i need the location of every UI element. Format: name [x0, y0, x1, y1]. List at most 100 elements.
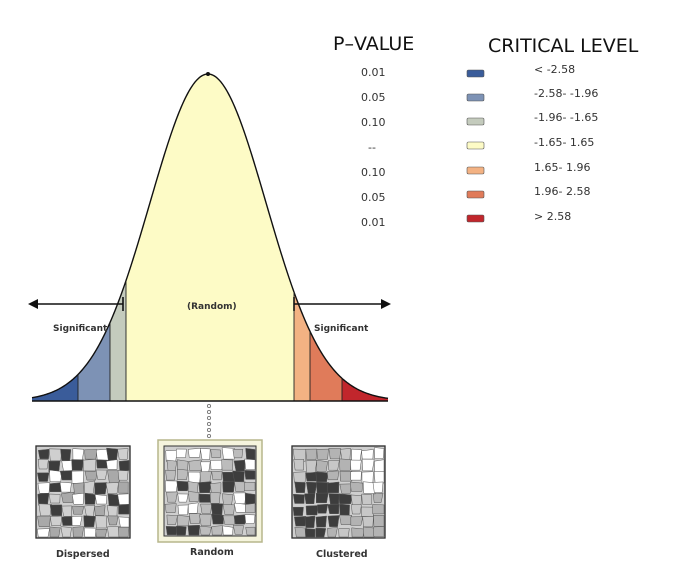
- map-cell: [84, 449, 98, 460]
- map-cell: [350, 516, 364, 526]
- map-cell: [72, 505, 85, 515]
- map-cell: [117, 481, 129, 494]
- p-value-header: P–VALUE: [333, 33, 414, 55]
- map-cell: [95, 528, 108, 538]
- map-cell: [351, 527, 365, 538]
- map-cell: [305, 448, 318, 461]
- map-cell: [222, 504, 236, 515]
- map-cell: [362, 481, 377, 494]
- map-cell: [327, 504, 340, 514]
- map-cell: [211, 525, 224, 536]
- map-cell: [209, 492, 221, 504]
- map-cell: [292, 448, 307, 462]
- map-cell: [327, 481, 340, 494]
- critical-level-header: CRITICAL LEVEL: [488, 35, 639, 57]
- map-random: [157, 439, 263, 543]
- map-cell: [339, 458, 352, 471]
- region-2.58-1.96: [78, 322, 110, 401]
- map-cell: [306, 481, 318, 494]
- map-cell: [350, 459, 362, 471]
- map-cell: [106, 447, 119, 461]
- map-cell: [361, 506, 375, 517]
- bell-curve: [31, 72, 389, 402]
- map-cell: [373, 515, 385, 527]
- map-cell: [304, 528, 316, 538]
- map-cell: [210, 449, 221, 459]
- map-cell: [49, 482, 63, 492]
- map-cell: [293, 459, 304, 471]
- legend-swatch: [466, 69, 485, 78]
- map-cell: [176, 525, 187, 536]
- map-cell: [71, 492, 84, 505]
- map-cell: [211, 513, 224, 525]
- map-cell: [200, 461, 211, 473]
- map-cell: [118, 504, 130, 515]
- map-cell: [362, 526, 375, 538]
- map-cell: [71, 459, 84, 471]
- map-cell: [210, 459, 223, 470]
- map-cell: [233, 502, 248, 513]
- curve-outline: [31, 73, 389, 400]
- map-cell: [245, 448, 256, 461]
- map-cell: [37, 492, 50, 506]
- map-cell: [118, 516, 130, 528]
- map-cell: [222, 480, 235, 493]
- map-cell: [72, 526, 85, 538]
- map-cell: [315, 492, 329, 504]
- left-significance-arrow: [28, 297, 124, 311]
- p-value-item: 0.10: [361, 116, 386, 129]
- map-cell: [304, 493, 316, 504]
- right-significant-label: Significant: [314, 324, 369, 334]
- map-cell: [177, 504, 189, 516]
- map-cell: [177, 515, 190, 527]
- map-cell: [372, 481, 384, 493]
- legend-label: -2.58- -1.96: [534, 87, 598, 100]
- map-cell: [83, 527, 97, 538]
- map-cell: [316, 460, 328, 472]
- map-cell: [362, 516, 374, 528]
- legend-label: 1.96- 2.58: [534, 185, 590, 198]
- map-cell: [37, 528, 50, 538]
- map-cell: [373, 526, 385, 537]
- map-cell: [200, 503, 212, 514]
- map-cell: [244, 492, 256, 506]
- region-1.96-2.58: [310, 331, 342, 401]
- map-cell: [233, 459, 246, 472]
- map-cell: [50, 515, 63, 526]
- map-cell: [83, 480, 95, 494]
- map-cell: [38, 503, 52, 517]
- map-cell: [198, 481, 212, 493]
- map-cell: [176, 480, 190, 491]
- map-cell: [232, 470, 245, 482]
- map-cell: [315, 527, 327, 538]
- map-cell: [95, 515, 108, 529]
- map-cell: [118, 460, 130, 471]
- region-1.96-1.65: [110, 280, 126, 401]
- map-cell: [83, 515, 96, 528]
- p-value-item: 0.10: [361, 166, 386, 179]
- map-cell: [71, 470, 84, 484]
- legend-swatch: [466, 141, 485, 150]
- map-cell: [94, 494, 108, 505]
- map-cell: [49, 526, 61, 538]
- map-cell: [187, 481, 199, 494]
- map-cell: [48, 493, 61, 504]
- map-cell: [177, 493, 189, 503]
- map-cell: [38, 448, 50, 460]
- map-cell: [82, 459, 97, 472]
- map-cell: [221, 459, 234, 471]
- map-cell: [107, 470, 120, 484]
- map-cell: [304, 515, 316, 528]
- p-value-item: 0.05: [361, 91, 386, 104]
- map-cell: [361, 471, 374, 484]
- map-cell: [107, 515, 119, 526]
- map-cell: [294, 481, 306, 493]
- map-cell: [176, 448, 187, 458]
- legend-swatch: [466, 93, 485, 102]
- map-caption-dispersed: Dispersed: [56, 549, 110, 560]
- map-cell: [166, 491, 178, 503]
- map-cell: [48, 448, 62, 462]
- legend-label: 1.65- 1.96: [534, 161, 590, 174]
- map-cell: [72, 448, 85, 461]
- dotted-connector: [206, 403, 212, 439]
